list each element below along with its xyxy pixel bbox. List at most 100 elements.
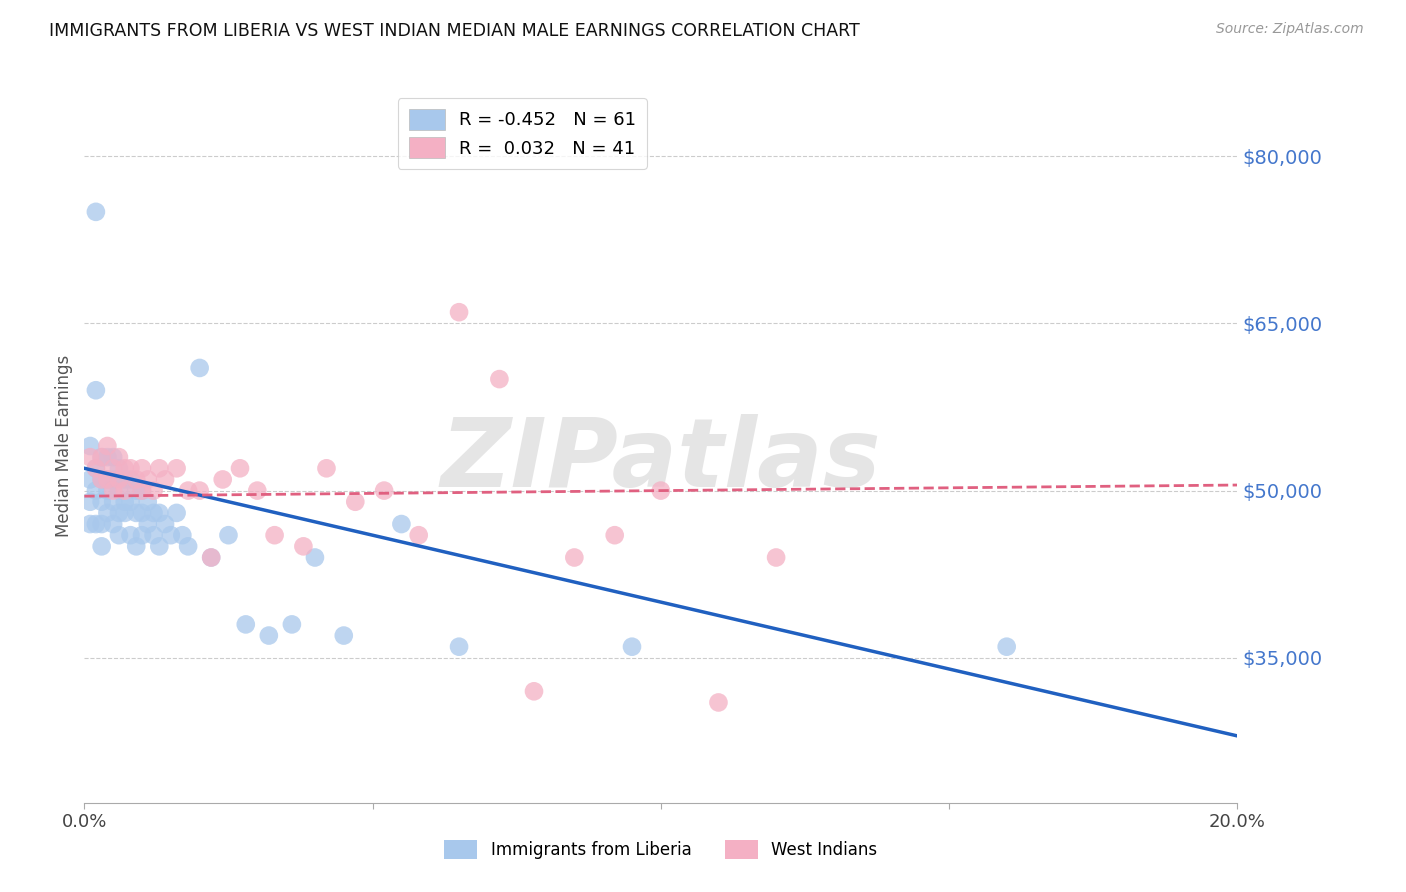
Point [200, 550, 222, 565]
Point [79, 494, 101, 508]
Point [136, 494, 159, 508]
Point [90, 450, 112, 465]
Point [166, 506, 188, 520]
Point [235, 617, 257, 632]
Point [218, 528, 240, 542]
Point [125, 539, 148, 553]
Point [131, 528, 153, 542]
Point [120, 473, 142, 487]
Point [96, 506, 118, 520]
Point [96, 473, 118, 487]
Point [188, 483, 211, 498]
Point [90, 539, 112, 553]
Point [125, 473, 148, 487]
Point [131, 506, 153, 520]
Point [142, 483, 165, 498]
Point [84, 483, 107, 498]
Point [621, 640, 644, 654]
Point [391, 517, 413, 532]
Point [114, 494, 136, 508]
Point [125, 483, 148, 498]
Point [108, 461, 131, 475]
Point [84, 461, 107, 475]
Point [148, 461, 170, 475]
Point [765, 550, 787, 565]
Point [131, 461, 153, 475]
Point [211, 473, 233, 487]
Point [103, 473, 124, 487]
Point [449, 305, 471, 319]
Point [103, 483, 124, 498]
Point [148, 506, 170, 520]
Point [90, 450, 112, 465]
Point [90, 517, 112, 532]
Point [650, 483, 672, 498]
Legend: Immigrants from Liberia, West Indians: Immigrants from Liberia, West Indians [437, 833, 884, 866]
Point [90, 473, 112, 487]
Point [108, 506, 131, 520]
Point [84, 204, 107, 219]
Point [333, 628, 356, 642]
Point [96, 483, 118, 498]
Point [153, 517, 176, 532]
Point [90, 473, 112, 487]
Text: IMMIGRANTS FROM LIBERIA VS WEST INDIAN MEDIAN MALE EARNINGS CORRELATION CHART: IMMIGRANTS FROM LIBERIA VS WEST INDIAN M… [49, 22, 860, 40]
Point [120, 461, 142, 475]
Point [79, 517, 101, 532]
Point [304, 550, 326, 565]
Point [103, 517, 124, 532]
Point [281, 617, 304, 632]
Text: Source: ZipAtlas.com: Source: ZipAtlas.com [1216, 22, 1364, 37]
Y-axis label: Median Male Earnings: Median Male Earnings [55, 355, 73, 537]
Point [84, 517, 107, 532]
Point [84, 384, 107, 398]
Point [200, 550, 222, 565]
Point [142, 506, 165, 520]
Point [108, 483, 131, 498]
Point [166, 461, 188, 475]
Point [114, 506, 136, 520]
Point [315, 461, 337, 475]
Point [103, 494, 124, 508]
Point [177, 483, 200, 498]
Point [344, 494, 367, 508]
Point [108, 450, 131, 465]
Point [603, 528, 626, 542]
Point [373, 483, 395, 498]
Point [90, 494, 112, 508]
Point [160, 528, 183, 542]
Point [564, 550, 586, 565]
Point [136, 473, 159, 487]
Point [96, 450, 118, 465]
Point [120, 528, 142, 542]
Point [136, 517, 159, 532]
Point [96, 439, 118, 453]
Point [488, 372, 510, 386]
Point [408, 528, 430, 542]
Point [96, 473, 118, 487]
Point [114, 461, 136, 475]
Point [263, 528, 285, 542]
Point [142, 528, 165, 542]
Point [188, 361, 211, 376]
Point [131, 483, 153, 498]
Point [148, 539, 170, 553]
Point [229, 461, 252, 475]
Point [114, 473, 136, 487]
Point [523, 684, 546, 698]
Point [103, 450, 124, 465]
Point [103, 461, 124, 475]
Point [707, 696, 730, 710]
Point [246, 483, 269, 498]
Point [79, 473, 101, 487]
Point [153, 473, 176, 487]
Point [114, 483, 136, 498]
Point [79, 439, 101, 453]
Point [84, 461, 107, 475]
Point [125, 506, 148, 520]
Point [995, 640, 1018, 654]
Point [108, 528, 131, 542]
Point [131, 483, 153, 498]
Point [292, 539, 315, 553]
Point [79, 450, 101, 465]
